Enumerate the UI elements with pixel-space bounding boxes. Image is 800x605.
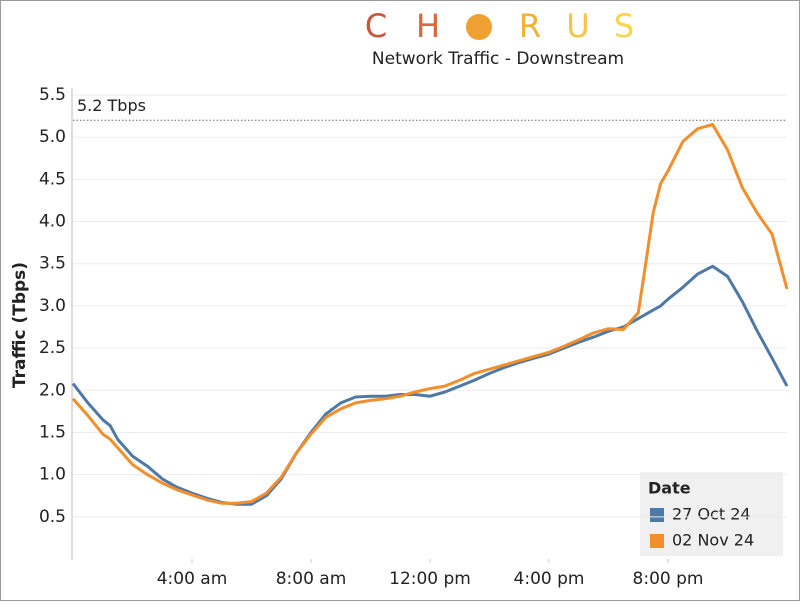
x-tick-label: 12:00 pm <box>389 569 471 589</box>
y-tick-label: 4.0 <box>39 212 66 232</box>
y-tick-label: 5.5 <box>39 85 66 105</box>
y-tick-label: 2.5 <box>39 338 66 358</box>
y-axis-label: Traffic (Tbps) <box>10 262 30 388</box>
logo-letter: U <box>566 7 589 45</box>
logo: C H R U S <box>365 7 634 45</box>
legend-label: 27 Oct 24 <box>672 505 751 524</box>
series-line <box>71 123 789 505</box>
series-line <box>71 264 789 506</box>
logo-letter: C <box>365 7 387 45</box>
legend-label: 02 Nov 24 <box>672 531 754 550</box>
y-tick-label: 3.5 <box>39 254 66 274</box>
y-tick-label: 4.5 <box>39 169 66 189</box>
logo-circle <box>466 14 492 40</box>
y-tick-label: 5.0 <box>39 127 66 147</box>
chart-subtitle: Network Traffic - Downstream <box>372 49 624 69</box>
y-tick-label: 0.5 <box>39 507 66 527</box>
legend-swatch <box>650 534 664 548</box>
legend-title: Date <box>648 479 691 498</box>
x-tick-label: 4:00 pm <box>514 569 585 589</box>
x-tick-label: 8:00 am <box>276 569 347 589</box>
logo-letter: S <box>614 7 634 45</box>
y-tick-label: 2.0 <box>39 380 66 400</box>
logo-letter: H <box>416 7 440 45</box>
reference-label: 5.2 Tbps <box>77 96 146 115</box>
x-tick-label: 4:00 am <box>157 569 228 589</box>
y-tick-label: 3.0 <box>39 296 66 316</box>
legend-swatch <box>650 508 664 522</box>
legend: Date 27 Oct 24 02 Nov 24 <box>640 472 783 556</box>
y-tick-label: 1.5 <box>39 422 66 442</box>
y-tick-label: 1.0 <box>39 465 66 485</box>
logo-letter: R <box>519 7 541 45</box>
x-tick-label: 8:00 pm <box>633 569 704 589</box>
